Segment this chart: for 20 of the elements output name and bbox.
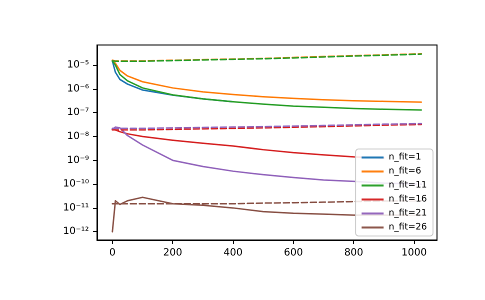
y-tick-label: 10⁻¹¹ (62, 202, 89, 214)
y-tick-label: 10⁻⁹ (66, 154, 89, 166)
y-tick-label: 10⁻⁷ (66, 107, 89, 118)
y-tick-label: 10⁻¹² (62, 226, 89, 238)
x-tick-label: 400 (224, 248, 243, 258)
x-tick-label: 600 (284, 248, 303, 258)
x-tick-label: 1000 (401, 248, 427, 258)
legend-label: n_fit=21 (388, 208, 428, 218)
y-tick-label: 10⁻¹⁰ (62, 178, 89, 190)
x-tick-label: 0 (109, 248, 116, 258)
legend-label: n_fit=26 (388, 222, 428, 232)
y-tick-label: 10⁻⁶ (66, 83, 89, 94)
x-tick-label: 800 (344, 248, 364, 258)
y-tick-label: 10⁻⁵ (66, 60, 89, 71)
legend-label: n_fit=6 (388, 166, 422, 176)
x-tick-label: 200 (163, 248, 182, 258)
y-tick-label: 10⁻⁸ (66, 131, 89, 142)
legend-label: n_fit=1 (388, 152, 422, 162)
legend-label: n_fit=11 (388, 180, 428, 190)
legend-label: n_fit=16 (388, 194, 428, 204)
